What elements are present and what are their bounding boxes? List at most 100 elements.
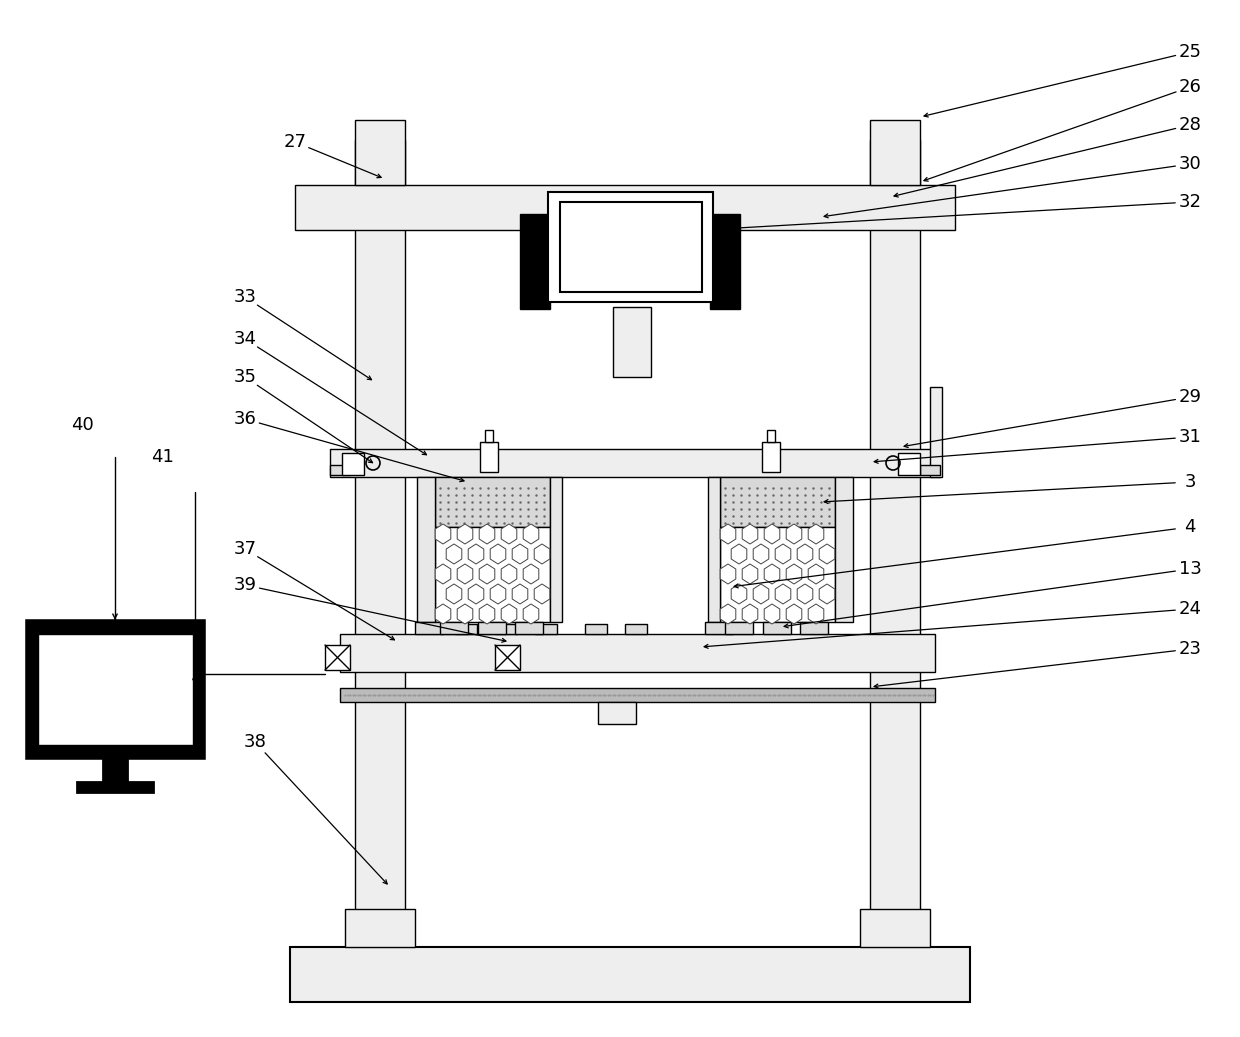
Bar — [355, 140, 405, 940]
Bar — [495, 624, 517, 634]
Polygon shape — [820, 544, 835, 564]
Bar — [340, 634, 935, 672]
Bar — [415, 622, 443, 634]
Bar — [706, 622, 733, 634]
Bar — [355, 120, 405, 185]
Polygon shape — [764, 564, 780, 584]
Bar — [38, 634, 193, 745]
Polygon shape — [458, 524, 472, 544]
Text: 4: 4 — [1184, 518, 1195, 536]
Polygon shape — [479, 604, 495, 624]
Polygon shape — [523, 524, 539, 544]
Bar — [342, 453, 365, 475]
Bar — [77, 782, 153, 792]
Polygon shape — [490, 544, 506, 564]
Polygon shape — [501, 604, 517, 624]
Bar — [520, 214, 551, 309]
Text: 37: 37 — [233, 540, 257, 558]
Bar — [295, 185, 955, 230]
Polygon shape — [523, 604, 539, 624]
Polygon shape — [743, 604, 758, 624]
Bar — [613, 307, 651, 377]
Bar — [440, 622, 467, 634]
Polygon shape — [764, 604, 780, 624]
Bar — [768, 430, 775, 442]
Polygon shape — [446, 584, 461, 604]
Polygon shape — [808, 564, 823, 584]
Polygon shape — [743, 524, 758, 544]
Polygon shape — [479, 524, 495, 544]
Bar — [898, 453, 920, 475]
Bar — [920, 465, 940, 475]
Polygon shape — [753, 584, 769, 604]
Bar — [870, 120, 920, 185]
Text: 39: 39 — [233, 576, 257, 594]
Text: 29: 29 — [1178, 388, 1202, 407]
Polygon shape — [808, 604, 823, 624]
Polygon shape — [534, 584, 549, 604]
Polygon shape — [775, 584, 791, 604]
Polygon shape — [469, 544, 484, 564]
Polygon shape — [720, 524, 735, 544]
Bar — [325, 645, 350, 670]
Polygon shape — [720, 604, 735, 624]
Bar — [435, 477, 551, 527]
Bar — [290, 947, 970, 1002]
Polygon shape — [458, 564, 472, 584]
Polygon shape — [808, 524, 823, 544]
Text: 32: 32 — [1178, 193, 1202, 211]
Bar — [720, 477, 835, 527]
Polygon shape — [446, 544, 461, 564]
Polygon shape — [512, 584, 528, 604]
Text: 34: 34 — [233, 330, 257, 348]
Text: 30: 30 — [1179, 155, 1202, 173]
Bar — [477, 622, 506, 634]
Polygon shape — [820, 584, 835, 604]
Text: 26: 26 — [1178, 78, 1202, 96]
Bar — [455, 624, 477, 634]
Bar — [495, 645, 520, 670]
Text: 41: 41 — [150, 448, 174, 466]
Polygon shape — [435, 524, 451, 544]
Polygon shape — [469, 584, 484, 604]
Polygon shape — [732, 544, 746, 564]
Polygon shape — [732, 584, 746, 604]
Polygon shape — [797, 544, 812, 564]
Polygon shape — [775, 544, 791, 564]
Polygon shape — [501, 564, 517, 584]
Bar — [480, 442, 498, 472]
Bar — [551, 477, 562, 622]
Bar — [861, 909, 930, 947]
Bar — [345, 909, 415, 947]
Polygon shape — [764, 524, 780, 544]
Text: 25: 25 — [1178, 43, 1202, 61]
Polygon shape — [501, 524, 517, 544]
Polygon shape — [753, 544, 769, 564]
Bar — [930, 387, 942, 477]
Polygon shape — [786, 564, 802, 584]
Bar — [835, 477, 853, 622]
Polygon shape — [743, 564, 758, 584]
Polygon shape — [458, 604, 472, 624]
Bar — [103, 757, 126, 785]
Polygon shape — [786, 604, 802, 624]
Bar — [29, 622, 203, 757]
Bar — [720, 527, 835, 622]
Bar — [625, 624, 647, 634]
Bar — [340, 688, 935, 702]
Bar — [435, 527, 551, 622]
Text: 3: 3 — [1184, 473, 1195, 491]
Text: 13: 13 — [1178, 560, 1202, 578]
Bar — [515, 622, 543, 634]
Polygon shape — [435, 564, 451, 584]
Bar — [585, 624, 608, 634]
Text: 31: 31 — [1178, 428, 1202, 446]
Text: 23: 23 — [1178, 640, 1202, 658]
Text: 24: 24 — [1178, 600, 1202, 618]
Bar — [800, 622, 828, 634]
Text: 33: 33 — [233, 288, 257, 306]
Bar — [534, 624, 557, 634]
Text: 38: 38 — [243, 733, 267, 751]
Polygon shape — [797, 584, 812, 604]
Bar — [711, 214, 740, 309]
